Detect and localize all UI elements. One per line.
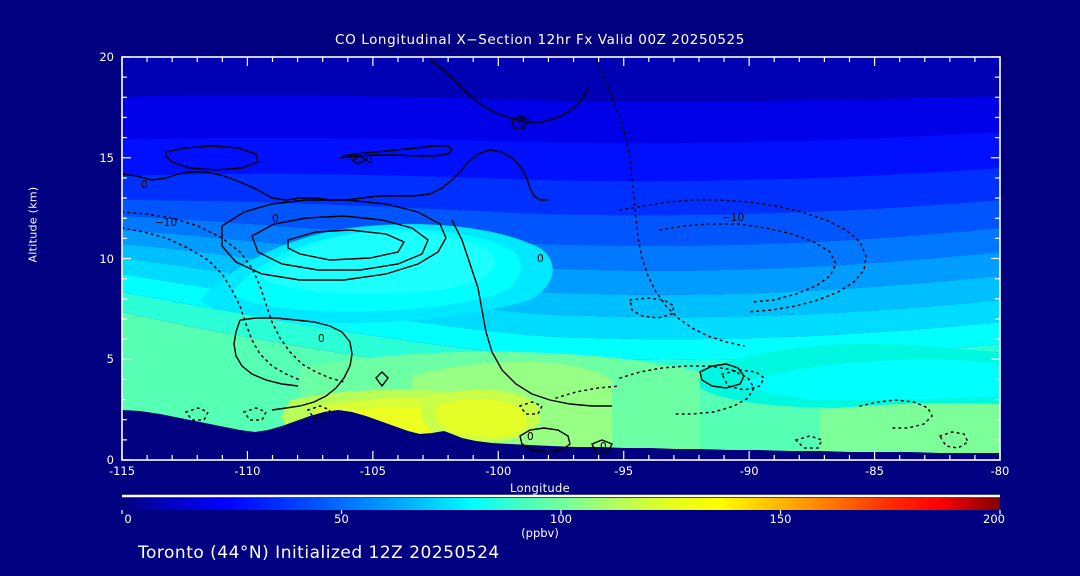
contour-fill-region bbox=[122, 57, 1000, 460]
y-tick-label-2: 10 bbox=[99, 251, 114, 266]
colorbar-tick-label-2: 100 bbox=[550, 512, 572, 526]
x-tick-label-0: -115 bbox=[108, 464, 136, 478]
colorbar-tick-label-3: 150 bbox=[769, 512, 792, 526]
contour-label-neg10-right: −10 bbox=[722, 212, 744, 224]
contour-label-zero-upper: 0 bbox=[366, 154, 373, 166]
contour-label-zero-low: 0 bbox=[318, 333, 325, 345]
x-tick-label-6: -85 bbox=[865, 464, 884, 478]
x-tick-label-7: -80 bbox=[990, 464, 1010, 478]
contour-lines-solid bbox=[122, 59, 745, 453]
contour-label-zero-surface: 0 bbox=[527, 431, 534, 443]
colorbar-tick-label-1: 50 bbox=[334, 512, 349, 526]
contour-label-zero-surface2: 0 bbox=[600, 441, 607, 453]
terrain-mask bbox=[122, 410, 1000, 460]
contour-label-neg10-left: −10 bbox=[155, 217, 177, 229]
contour-inline-labels: 0 0 0 0 0 0 0 0 −10 −10 bbox=[141, 117, 744, 453]
contour-lines-dashed bbox=[122, 59, 969, 449]
y-tick-label-1: 5 bbox=[106, 352, 114, 367]
y-tick-label-3: 15 bbox=[99, 150, 114, 165]
figure-caption: Toronto (44°N) Initialized 12Z 20250524 bbox=[138, 543, 500, 563]
colorbar-tick-label-0: 0 bbox=[124, 512, 132, 526]
contour-label-zero-core: 0 bbox=[272, 213, 279, 225]
colorbar-tick-label-4: 200 bbox=[983, 512, 1005, 526]
colorbar[interactable] bbox=[121, 494, 1001, 514]
contour-label-zero-right: 0 bbox=[537, 253, 544, 265]
axis-ticks bbox=[121, 56, 1001, 461]
x-tick-label-3: -100 bbox=[485, 464, 512, 478]
colorbar-unit: (ppbv) bbox=[521, 526, 559, 540]
y-tick-label-4: 20 bbox=[99, 50, 114, 64]
x-tick-label-5: -90 bbox=[739, 464, 759, 478]
colorbar-gradient bbox=[122, 498, 1000, 510]
contour-label-zero-left: 0 bbox=[141, 179, 148, 191]
x-tick-label-4: -95 bbox=[614, 464, 634, 478]
y-tick-label-0: 0 bbox=[106, 453, 114, 467]
page-title: CO Longitudinal X−Section 12hr Fx Valid … bbox=[335, 32, 745, 48]
colorbar-label: Longitude bbox=[510, 481, 570, 495]
x-tick-label-2: -105 bbox=[359, 464, 386, 478]
x-tick-label-1: -110 bbox=[234, 464, 261, 478]
contour-label-zero-high: 0 bbox=[518, 117, 525, 129]
colorbar-ticks bbox=[121, 510, 1001, 514]
